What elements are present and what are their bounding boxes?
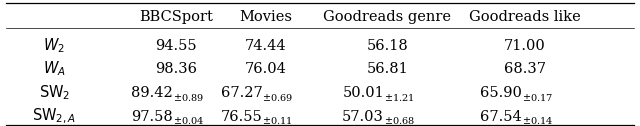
Text: Movies: Movies	[239, 10, 292, 24]
Text: 56.18: 56.18	[366, 39, 408, 53]
Text: $\mathrm{SW}_2$: $\mathrm{SW}_2$	[39, 83, 70, 102]
Text: $\pm$0.17: $\pm$0.17	[522, 91, 553, 103]
Text: Goodreads genre: Goodreads genre	[323, 10, 451, 24]
Text: 57.03: 57.03	[342, 109, 384, 124]
Text: 67.54: 67.54	[480, 109, 522, 124]
Text: 67.27: 67.27	[221, 86, 262, 100]
Text: 50.01: 50.01	[342, 86, 384, 100]
Text: 74.44: 74.44	[244, 39, 287, 53]
Text: $\pm$0.11: $\pm$0.11	[262, 115, 293, 126]
Text: BBCSport: BBCSport	[139, 10, 213, 24]
Text: $\pm$0.89: $\pm$0.89	[173, 91, 204, 103]
Text: $\pm$0.04: $\pm$0.04	[173, 115, 204, 126]
Text: 68.37: 68.37	[504, 62, 546, 76]
Text: 65.90: 65.90	[480, 86, 522, 100]
Text: $\pm$0.68: $\pm$0.68	[384, 115, 415, 126]
Text: $W_A$: $W_A$	[43, 59, 66, 78]
Text: Goodreads like: Goodreads like	[469, 10, 580, 24]
Text: 94.55: 94.55	[155, 39, 197, 53]
Text: 89.42: 89.42	[131, 86, 173, 100]
Text: 56.81: 56.81	[366, 62, 408, 76]
Text: $\mathrm{SW}_{2,A}$: $\mathrm{SW}_{2,A}$	[33, 107, 76, 126]
Text: 71.00: 71.00	[504, 39, 546, 53]
Text: 76.55: 76.55	[221, 109, 262, 124]
Text: $\pm$0.14: $\pm$0.14	[522, 115, 553, 126]
Text: $W_2$: $W_2$	[44, 37, 65, 55]
Text: $\pm$0.69: $\pm$0.69	[262, 91, 294, 103]
Text: 76.04: 76.04	[244, 62, 287, 76]
Text: 98.36: 98.36	[155, 62, 197, 76]
Text: $\pm$1.21: $\pm$1.21	[384, 91, 414, 103]
Text: 97.58: 97.58	[131, 109, 173, 124]
